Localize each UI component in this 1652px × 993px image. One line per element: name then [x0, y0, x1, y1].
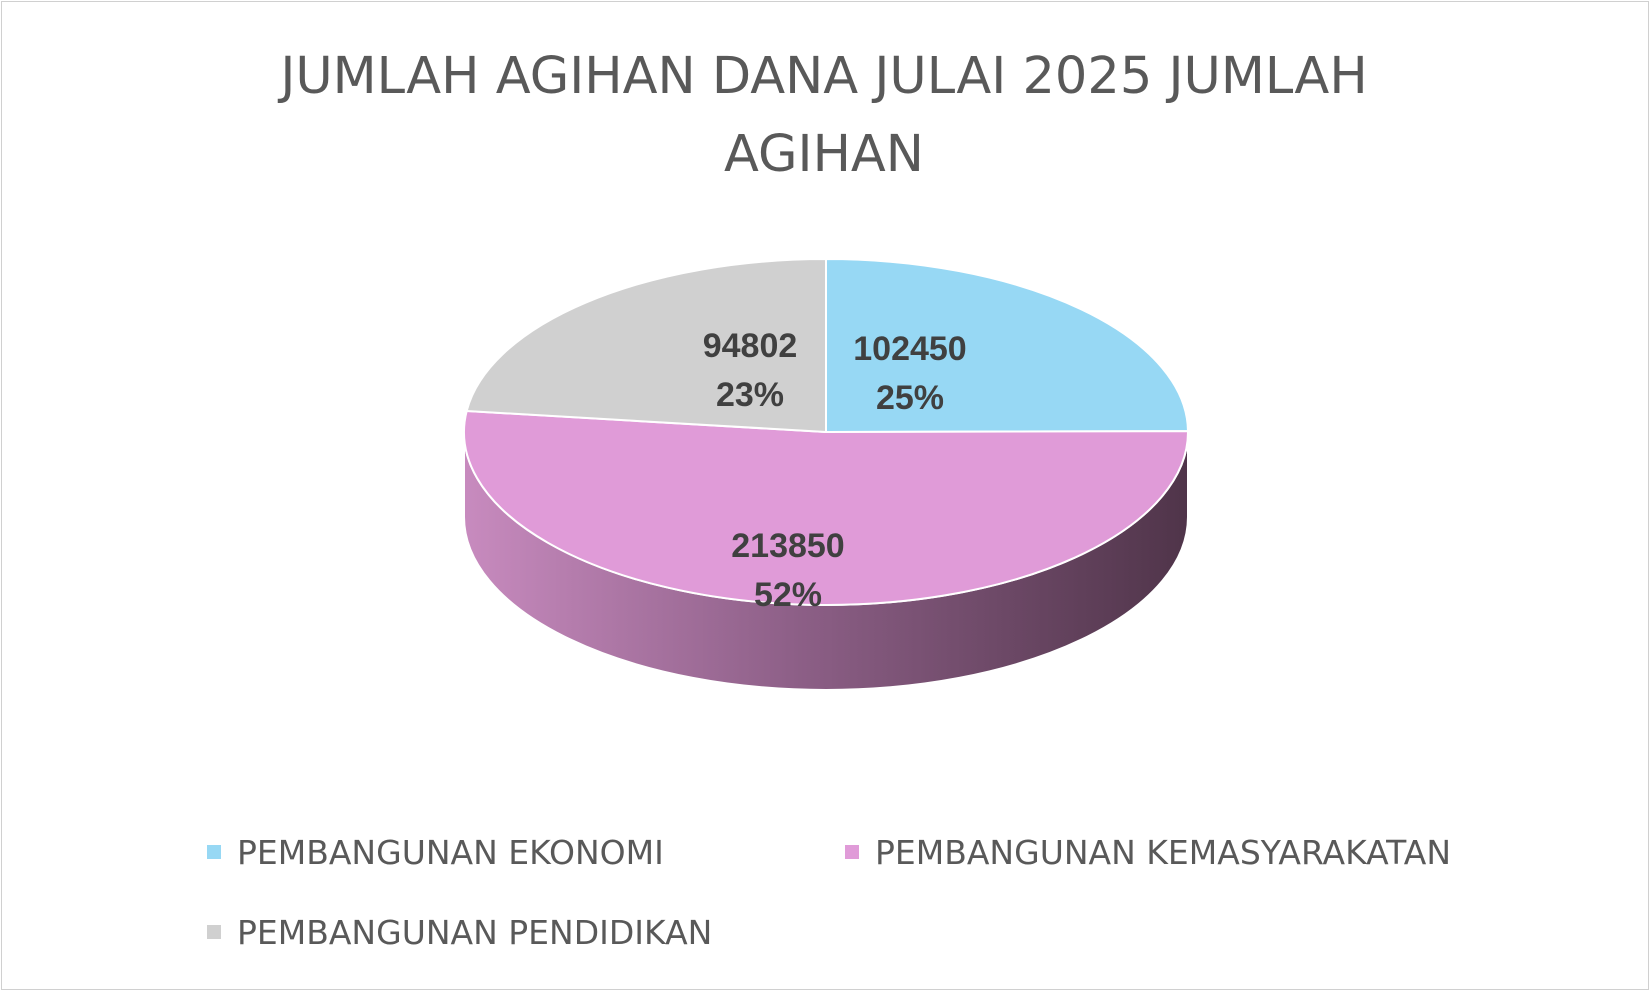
data-label-percent-kemasyarakatan: 52%	[754, 576, 822, 614]
legend-swatch-ekonomi	[207, 845, 221, 859]
data-label-value-kemasyarakatan: 213850	[731, 527, 844, 565]
legend-swatch-pendidikan	[207, 925, 221, 939]
data-label-value-pendidikan: 94802	[703, 327, 798, 365]
pie-slice-ekonomi	[825, 257, 1190, 434]
data-label-value-ekonomi: 102450	[853, 330, 966, 368]
data-label-percent-pendidikan: 23%	[716, 376, 784, 414]
legend-item-ekonomi: PEMBANGUNAN EKONOMI	[207, 832, 664, 872]
chart-title-line-1: JUMLAH AGIHAN DANA JULAI 2025 JUMLAH	[280, 47, 1368, 106]
legend-swatch-kemasyarakatan	[845, 845, 859, 859]
legend-item-pendidikan: PEMBANGUNAN PENDIDIKAN	[207, 912, 712, 952]
legend-label-kemasyarakatan: PEMBANGUNAN KEMASYARAKATAN	[875, 832, 1452, 872]
pie-slice-kemasyarakatan	[463, 409, 1190, 606]
chart-title: JUMLAH AGIHAN DANA JULAI 2025 JUMLAH AGI…	[200, 38, 1448, 194]
pie-slice-pendidikan	[465, 257, 827, 434]
legend-label-pendidikan: PEMBANGUNAN PENDIDIKAN	[237, 912, 713, 952]
legend-label-ekonomi: PEMBANGUNAN EKONOMI	[237, 832, 664, 872]
legend-item-kemasyarakatan: PEMBANGUNAN KEMASYARAKATAN	[845, 832, 1451, 872]
chart-title-line-2: AGIHAN	[724, 125, 924, 184]
data-label-percent-ekonomi: 25%	[876, 379, 944, 417]
